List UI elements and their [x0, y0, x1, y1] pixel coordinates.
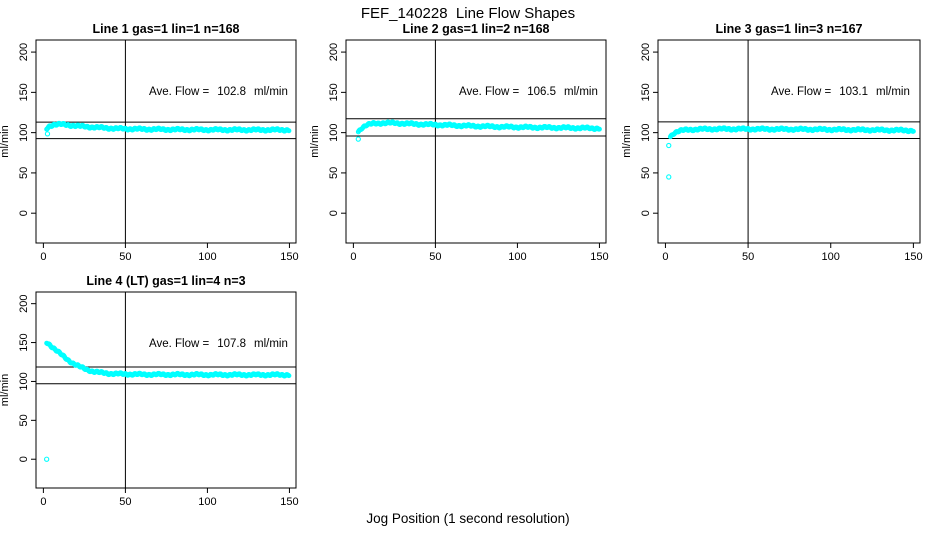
- y-tick-label: 200: [640, 43, 652, 61]
- data-points: [44, 340, 292, 462]
- plot-box: [345, 39, 607, 244]
- x-tick-label: 50: [119, 496, 131, 508]
- outlier-point: [666, 142, 672, 149]
- subplot-line-1: 0 50 100 150 0 50 100 150 200 ml/min Line 1 gas=1 …: [0, 22, 299, 263]
- y-tick-label: 200: [328, 43, 340, 61]
- x-tick-label: 100: [508, 251, 526, 263]
- x-tick-label: 0: [40, 251, 46, 263]
- plot-box: [657, 39, 921, 244]
- outlier-point: [44, 456, 50, 462]
- subplot-line-3: 0 50 100 150 0 50 100 150 200 ml/min Line 3 gas=1 …: [621, 22, 923, 263]
- y-tick-label: 50: [640, 167, 652, 179]
- ave-flow-annotation: Ave. Flow = 106.5 ml/min: [459, 86, 598, 98]
- data-points: [666, 125, 916, 180]
- subplot-title: Line 2 gas=1 lin=2 n=168: [403, 22, 550, 36]
- y-tick-label: 0: [18, 456, 30, 462]
- y-tick-label: 200: [18, 294, 30, 312]
- x-tick-label: 50: [429, 251, 441, 263]
- x-tick-label: 50: [742, 251, 754, 263]
- data-points: [355, 119, 602, 142]
- plot-box: [35, 291, 297, 489]
- subplot-title: Line 1 gas=1 lin=1 n=168: [93, 22, 240, 36]
- x-axis-label: Jog Position (1 second resolution): [366, 511, 570, 526]
- outlier-point: [44, 131, 51, 137]
- y-tick-label: 100: [18, 372, 30, 390]
- y-tick-label: 0: [18, 210, 30, 216]
- subplot-title: Line 3 gas=1 lin=3 n=167: [716, 22, 863, 36]
- subplot-title: Line 4 (LT) gas=1 lin=4 n=3: [86, 274, 245, 288]
- y-axis-unit-label: ml/min: [0, 374, 11, 406]
- y-tick-label: 150: [640, 83, 652, 101]
- ave-flow-annotation: Ave. Flow = 103.1 ml/min: [771, 86, 910, 98]
- outlier-point: [666, 174, 672, 180]
- y-tick-label: 100: [640, 123, 652, 141]
- x-tick-label: 100: [198, 496, 216, 508]
- outlier-point: [355, 136, 361, 142]
- x-tick-label: 100: [198, 251, 216, 263]
- y-tick-label: 100: [18, 123, 30, 141]
- y-tick-label: 50: [328, 167, 340, 179]
- x-tick-label: 150: [904, 251, 922, 263]
- y-tick-label: 150: [18, 333, 30, 351]
- plot-box: [35, 39, 297, 244]
- data-points: [44, 120, 292, 137]
- y-tick-label: 0: [328, 210, 340, 216]
- y-tick-label: 150: [328, 83, 340, 101]
- y-axis-unit-label: ml/min: [0, 125, 11, 157]
- x-tick-label: 0: [40, 496, 46, 508]
- x-tick-label: 100: [822, 251, 840, 263]
- y-tick-label: 150: [18, 83, 30, 101]
- x-tick-label: 0: [662, 251, 668, 263]
- x-tick-label: 150: [280, 251, 298, 263]
- y-tick-label: 200: [18, 43, 30, 61]
- y-tick-label: 0: [640, 210, 652, 216]
- x-tick-label: 50: [119, 251, 131, 263]
- ave-flow-annotation: Ave. Flow = 102.8 ml/min: [149, 86, 288, 98]
- y-axis-unit-label: ml/min: [621, 125, 633, 157]
- y-tick-label: 50: [18, 414, 30, 426]
- subplot-line-4: 0 50 100 150 0 50 100 150 200 ml/min Line 4 (LT) g…: [0, 274, 299, 508]
- x-tick-label: 150: [280, 496, 298, 508]
- y-tick-label: 50: [18, 167, 30, 179]
- subplot-line-2: 0 50 100 150 0 50 100 150 200 ml/min Line 2 gas=1 …: [309, 22, 609, 263]
- x-tick-label: 0: [350, 251, 356, 263]
- y-tick-label: 100: [328, 123, 340, 141]
- ave-flow-annotation: Ave. Flow = 107.8 ml/min: [149, 338, 288, 350]
- x-tick-label: 150: [590, 251, 608, 263]
- figure-title: FEF_140228 Line Flow Shapes: [360, 5, 576, 22]
- y-axis-unit-label: ml/min: [309, 125, 321, 157]
